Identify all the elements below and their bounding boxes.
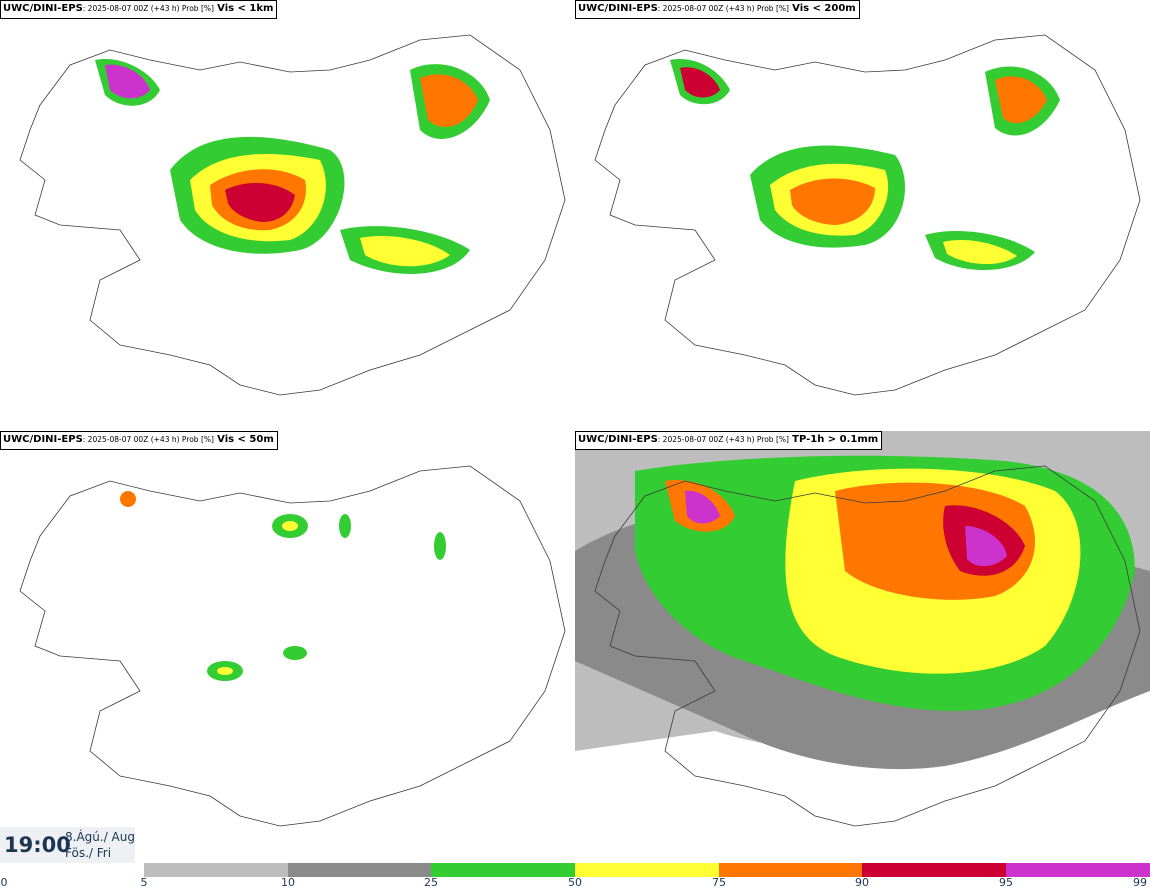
run-meta: : 2025-08-07 00Z (+43 h) Prob [%]	[657, 4, 789, 13]
colorbar-tick: 95	[999, 876, 1013, 889]
prob-fields	[95, 59, 490, 274]
run-meta: : 2025-08-07 00Z (+43 h) Prob [%]	[657, 435, 789, 444]
panel-title: UWC/DINI-EPS: 2025-08-07 00Z (+43 h) Pro…	[0, 0, 278, 19]
colorbar-segment-95-99	[1006, 863, 1150, 877]
colorbar-segment-90-95	[862, 863, 1006, 877]
panel-title: UWC/DINI-EPS: 2025-08-07 00Z (+43 h) Pro…	[575, 431, 883, 450]
colorbar-tick: 10	[281, 876, 295, 889]
iceland-map-vis-200m	[594, 34, 1141, 396]
model-name: UWC/DINI-EPS	[3, 434, 83, 445]
model-name: UWC/DINI-EPS	[3, 3, 83, 14]
colorbar-segment-10-25	[288, 863, 431, 877]
map-panel-vis-50m: UWC/DINI-EPS: 2025-08-07 00Z (+43 h) Pro…	[0, 431, 575, 862]
colorbar-segment-50-75	[575, 863, 719, 877]
map-panel-tp-1h: UWC/DINI-EPS: 2025-08-07 00Z (+43 h) Pro…	[575, 431, 1150, 862]
map-panel-vis-1km: UWC/DINI-EPS: 2025-08-07 00Z (+43 h) Pro…	[0, 0, 575, 431]
variable-label: Vis < 200m	[792, 3, 856, 14]
colorbar-tick: 75	[712, 876, 726, 889]
colorbar-tick: 99	[1133, 876, 1147, 889]
iceland-map-vis-50m	[19, 465, 566, 827]
colorbar-tick: 0	[0, 876, 8, 889]
colorbar-tick: 90	[855, 876, 869, 889]
variable-label: TP-1h > 0.1mm	[792, 434, 879, 445]
run-meta: : 2025-08-07 00Z (+43 h) Prob [%]	[82, 4, 214, 13]
map-panel-vis-200m: UWC/DINI-EPS: 2025-08-07 00Z (+43 h) Pro…	[575, 0, 1150, 431]
valid-time-box: 19:00 8.Ágú./ Aug Fös./ Fri	[0, 827, 135, 863]
panel-title: UWC/DINI-EPS: 2025-08-07 00Z (+43 h) Pro…	[575, 0, 860, 19]
valid-weekday: Fös./ Fri	[65, 846, 112, 860]
colorbar-segment-5-10	[144, 863, 288, 877]
run-meta: : 2025-08-07 00Z (+43 h) Prob [%]	[82, 435, 214, 444]
colorbar-tick: 5	[140, 876, 148, 889]
prob-fields	[670, 59, 1060, 271]
panel-title: UWC/DINI-EPS: 2025-08-07 00Z (+43 h) Pro…	[0, 431, 278, 450]
colorbar-segment-25-50	[431, 863, 575, 877]
variable-label: Vis < 1km	[217, 3, 274, 14]
colorbar-tick: 50	[568, 876, 582, 889]
valid-date: 8.Ágú./ Aug	[65, 830, 135, 844]
iceland-map-tp-1h	[575, 431, 1150, 862]
variable-label: Vis < 50m	[217, 434, 274, 445]
model-name: UWC/DINI-EPS	[578, 434, 658, 445]
colorbar-tick: 25	[424, 876, 438, 889]
colorbar-segment-75-90	[719, 863, 862, 877]
iceland-map-vis-1km	[19, 34, 566, 396]
prob-fields	[120, 491, 446, 681]
valid-time: 19:00	[4, 833, 71, 857]
model-name: UWC/DINI-EPS	[578, 3, 658, 14]
